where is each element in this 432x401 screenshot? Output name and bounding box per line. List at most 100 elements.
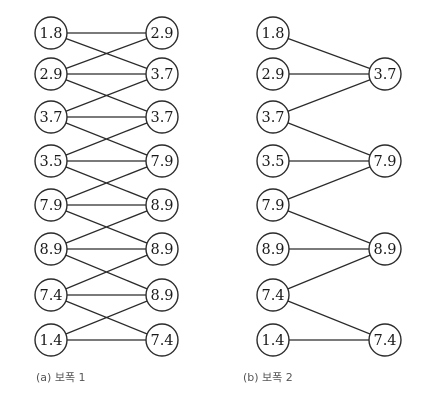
output-node-circle bbox=[368, 144, 402, 178]
input-node-label: 3.5 bbox=[39, 154, 62, 170]
output-node-label: 3.7 bbox=[150, 67, 173, 83]
input-node-circle bbox=[34, 57, 68, 91]
output-node-label: 7.9 bbox=[150, 154, 173, 170]
input-node-label: 2.9 bbox=[261, 67, 284, 83]
output-node-circle bbox=[145, 232, 179, 266]
output-node-label: 2.9 bbox=[150, 26, 173, 42]
output-node-circle bbox=[368, 232, 402, 266]
output-node-label: 8.9 bbox=[150, 288, 173, 304]
output-node-circle bbox=[368, 57, 402, 91]
output-node-label: 3.7 bbox=[150, 110, 173, 126]
edge-stride-2 bbox=[272, 32, 386, 75]
output-node: 8.9 bbox=[145, 278, 179, 312]
input-node-label: 7.9 bbox=[261, 198, 284, 214]
edge-stride-2 bbox=[272, 160, 386, 206]
input-node: 1.8 bbox=[256, 16, 290, 50]
caption-stride-1: (a) 보폭 1 bbox=[36, 371, 86, 384]
input-node-circle bbox=[256, 100, 290, 134]
output-node-label: 7.4 bbox=[150, 333, 173, 349]
edge-stride-2 bbox=[272, 248, 386, 296]
input-node-circle bbox=[34, 323, 68, 357]
edges-stride-2 bbox=[272, 32, 386, 341]
input-node-circle bbox=[256, 144, 290, 178]
input-node-circle bbox=[256, 57, 290, 91]
output-node-circle bbox=[368, 323, 402, 357]
input-node: 3.7 bbox=[34, 100, 68, 134]
output-node: 8.9 bbox=[145, 232, 179, 266]
output-node: 3.7 bbox=[368, 57, 402, 91]
edge-stride-2 bbox=[272, 73, 386, 118]
output-node-label: 8.9 bbox=[373, 242, 396, 258]
output-node: 8.9 bbox=[145, 188, 179, 222]
input-node: 7.9 bbox=[34, 188, 68, 222]
input-node: 8.9 bbox=[256, 232, 290, 266]
input-node: 1.4 bbox=[34, 323, 68, 357]
output-node-circle bbox=[145, 16, 179, 50]
nodes-stride-2: 1.8 2.9 3.7 3.5 7.9 8.9 7.4 1.4 3.7 7.9 8.9 7.4 bbox=[256, 16, 402, 357]
edges-stride-1 bbox=[50, 32, 163, 341]
edge-stride-2 bbox=[272, 116, 386, 162]
output-node-label: 8.9 bbox=[150, 242, 173, 258]
output-node: 2.9 bbox=[145, 16, 179, 50]
output-node-circle bbox=[145, 323, 179, 357]
output-node: 7.4 bbox=[145, 323, 179, 357]
input-node-label: 7.9 bbox=[39, 198, 62, 214]
output-node-circle bbox=[145, 57, 179, 91]
input-node-label: 1.4 bbox=[39, 333, 62, 349]
input-node-label: 1.4 bbox=[261, 333, 284, 349]
input-node-circle bbox=[256, 278, 290, 312]
input-node-label: 1.8 bbox=[261, 26, 284, 42]
input-node-circle bbox=[256, 188, 290, 222]
input-node: 7.4 bbox=[34, 278, 68, 312]
output-node-label: 8.9 bbox=[150, 198, 173, 214]
edge-stride-1 bbox=[50, 294, 163, 341]
input-node-label: 7.4 bbox=[39, 288, 62, 304]
edge-stride-1 bbox=[50, 248, 163, 296]
output-node-circle bbox=[145, 100, 179, 134]
edge-stride-1 bbox=[50, 73, 163, 118]
input-node-label: 8.9 bbox=[261, 242, 284, 258]
input-node: 1.8 bbox=[34, 16, 68, 50]
input-node: 3.5 bbox=[34, 144, 68, 178]
input-node: 7.4 bbox=[256, 278, 290, 312]
input-node: 1.4 bbox=[256, 323, 290, 357]
output-node-circle bbox=[145, 188, 179, 222]
diagram-stride-1: 1.8 2.9 3.7 3.5 7.9 8.9 7.4 1.4 2.9 3.7 3.7 7.9 8.9 8… bbox=[34, 16, 179, 384]
nodes-stride-1: 1.8 2.9 3.7 3.5 7.9 8.9 7.4 1.4 2.9 3.7 3.7 7.9 8.9 8… bbox=[34, 16, 179, 357]
diagram-stride-2: 1.8 2.9 3.7 3.5 7.9 8.9 7.4 1.4 3.7 7.9 8.9 7.4 (b)… bbox=[243, 16, 402, 384]
output-node-circle bbox=[145, 278, 179, 312]
input-node-circle bbox=[256, 323, 290, 357]
output-node-circle bbox=[145, 144, 179, 178]
output-node: 8.9 bbox=[368, 232, 402, 266]
input-node-circle bbox=[256, 232, 290, 266]
input-node-circle bbox=[256, 16, 290, 50]
output-node: 7.9 bbox=[145, 144, 179, 178]
input-node: 3.5 bbox=[256, 144, 290, 178]
input-node-label: 3.5 bbox=[261, 154, 284, 170]
input-node-circle bbox=[34, 278, 68, 312]
input-node: 2.9 bbox=[256, 57, 290, 91]
edge-stride-1 bbox=[50, 32, 163, 75]
edge-stride-2 bbox=[272, 204, 386, 250]
output-node: 3.7 bbox=[145, 57, 179, 91]
edge-stride-1 bbox=[50, 116, 163, 162]
input-node-circle bbox=[34, 188, 68, 222]
input-node: 8.9 bbox=[34, 232, 68, 266]
input-node-circle bbox=[34, 144, 68, 178]
input-node-label: 3.7 bbox=[261, 110, 284, 126]
edge-stride-2 bbox=[272, 294, 386, 341]
caption-stride-2: (b) 보폭 2 bbox=[243, 371, 293, 384]
edge-stride-1 bbox=[50, 204, 163, 250]
input-node-label: 7.4 bbox=[261, 288, 284, 304]
input-node-circle bbox=[34, 16, 68, 50]
output-node: 3.7 bbox=[145, 100, 179, 134]
input-node: 2.9 bbox=[34, 57, 68, 91]
input-node-label: 1.8 bbox=[39, 26, 62, 42]
output-node-label: 7.9 bbox=[373, 154, 396, 170]
input-node: 3.7 bbox=[256, 100, 290, 134]
output-node: 7.4 bbox=[368, 323, 402, 357]
output-node-label: 3.7 bbox=[373, 67, 396, 83]
input-node-label: 2.9 bbox=[39, 67, 62, 83]
input-node-label: 3.7 bbox=[39, 110, 62, 126]
